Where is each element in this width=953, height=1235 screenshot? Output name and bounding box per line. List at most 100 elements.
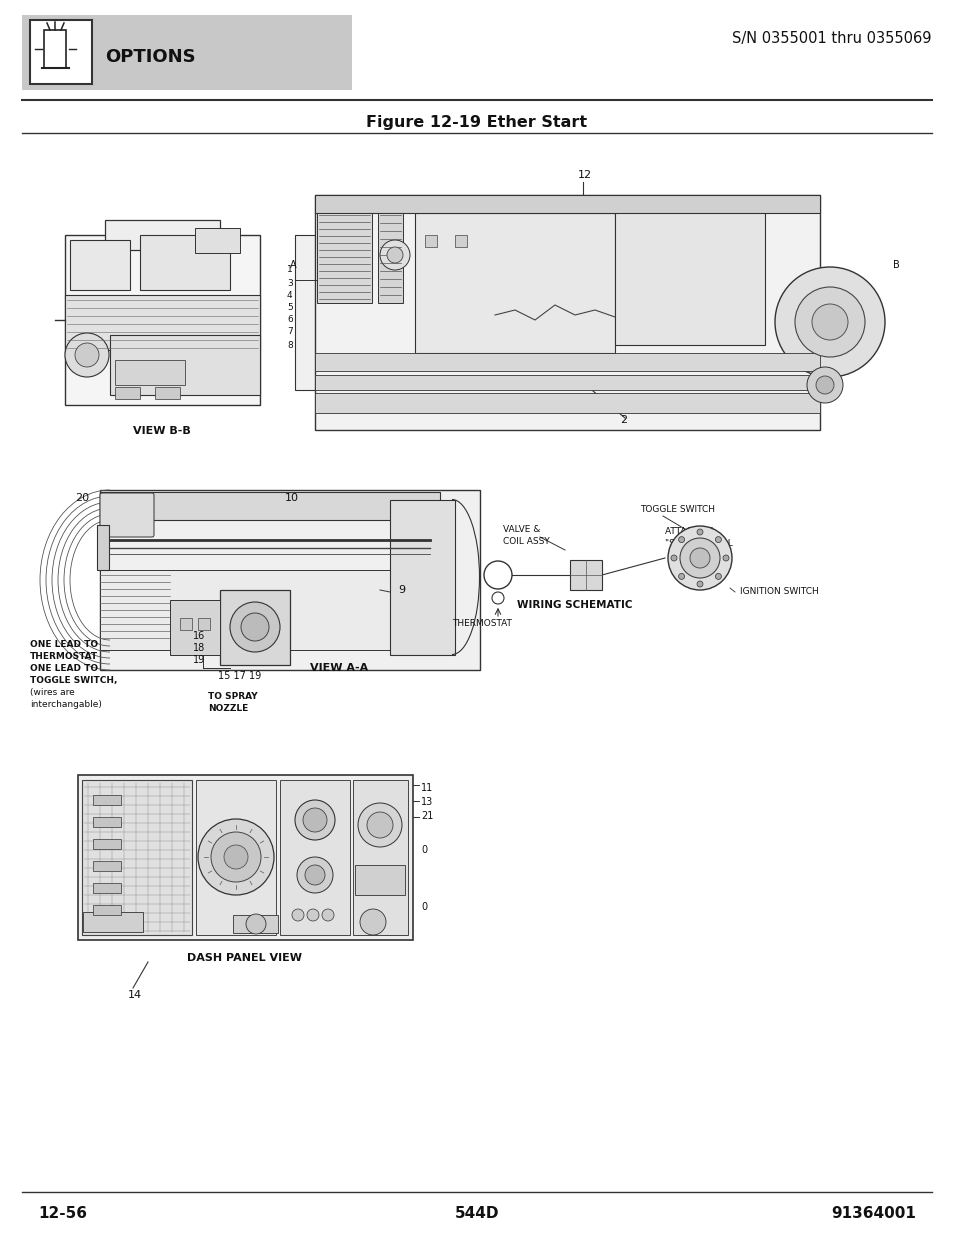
Bar [220,590,290,664]
Text: WIRING SCHEMATIC: WIRING SCHEMATIC [517,600,632,610]
Circle shape [224,845,248,869]
Text: THERMOSTAT: THERMOSTAT [30,652,98,661]
Text: TOGGLE SWITCH,: TOGGLE SWITCH, [30,676,117,685]
Bar [233,915,277,932]
Bar [100,571,439,650]
Bar [194,228,240,253]
Bar [115,387,140,399]
Text: B: B [892,261,899,270]
Circle shape [794,287,864,357]
Text: VALVE &: VALVE & [502,526,539,535]
Circle shape [198,819,274,895]
Bar [105,220,220,249]
Bar [195,781,275,935]
Circle shape [65,333,109,377]
Bar [615,205,764,345]
Text: NOZZLE: NOZZLE [208,704,248,713]
Text: COIL ASSY: COIL ASSY [502,537,549,547]
Text: VIEW B-B: VIEW B-B [133,426,191,436]
Text: 0: 0 [420,845,427,855]
Bar [70,240,130,290]
Circle shape [715,573,720,579]
Bar [353,781,408,935]
Circle shape [811,304,847,340]
Bar [44,30,66,68]
Bar [390,500,455,655]
Circle shape [483,561,512,589]
Bar [355,864,405,895]
Bar [314,195,820,430]
Bar [100,492,439,520]
Circle shape [815,375,833,394]
Text: 91364001: 91364001 [830,1205,915,1220]
Text: IGNITION SWITCH: IGNITION SWITCH [740,588,818,597]
Text: 12: 12 [578,170,592,180]
Bar [198,618,210,630]
Text: VIEW A-A: VIEW A-A [310,663,368,673]
Bar [92,795,121,805]
Circle shape [303,808,327,832]
Text: 3: 3 [287,279,293,288]
Circle shape [715,537,720,542]
Text: TOGGLE SWITCH: TOGGLE SWITCH [639,505,714,515]
Bar [97,525,109,571]
Bar [110,335,260,395]
Circle shape [806,367,842,403]
Text: A: A [290,261,296,270]
Circle shape [678,537,684,542]
Bar [316,212,372,303]
Text: 21: 21 [420,811,433,821]
Text: 20: 20 [75,493,89,503]
Text: 5: 5 [287,304,293,312]
Circle shape [241,613,269,641]
Circle shape [246,914,266,934]
Text: 544D: 544D [455,1205,498,1220]
Bar [100,490,479,671]
Bar [83,911,143,932]
Bar [92,818,121,827]
Text: Figure 12-19 Ether Start: Figure 12-19 Ether Start [366,115,587,130]
Text: 19: 19 [193,655,205,664]
Circle shape [305,864,325,885]
Bar [180,618,192,630]
Circle shape [678,573,684,579]
Text: THERMOSTAT: THERMOSTAT [452,620,512,629]
Text: 16: 16 [193,631,205,641]
Circle shape [294,800,335,840]
Bar [140,235,230,290]
Text: interchangable): interchangable) [30,700,102,709]
Bar [294,235,319,390]
Circle shape [322,909,334,921]
Bar [115,359,185,385]
Bar [82,781,192,935]
Circle shape [359,909,386,935]
Circle shape [307,909,318,921]
Bar [314,353,820,370]
Bar [22,15,352,90]
Bar [569,559,601,590]
Text: ATTACH TO: ATTACH TO [664,527,714,536]
Text: 4: 4 [287,290,293,300]
Text: 14: 14 [128,990,142,1000]
Circle shape [230,601,280,652]
Text: 15 17 19: 15 17 19 [218,671,261,680]
Text: TO SPRAY: TO SPRAY [208,692,257,701]
Circle shape [697,529,702,535]
Bar [92,839,121,848]
Bar [314,393,820,412]
Text: 10: 10 [285,493,298,503]
Text: 12-56: 12-56 [38,1205,87,1220]
Bar [30,20,91,84]
Circle shape [387,247,402,263]
Bar [154,387,180,399]
Circle shape [697,580,702,587]
Text: DASH PANEL VIEW: DASH PANEL VIEW [188,953,302,963]
Circle shape [670,555,677,561]
Text: (wires are: (wires are [30,688,74,697]
Text: OPTIONS: OPTIONS [105,48,195,65]
Circle shape [379,240,410,270]
Text: 6: 6 [287,315,293,325]
Bar [280,781,350,935]
Bar [92,905,121,915]
Text: 7: 7 [287,327,293,336]
